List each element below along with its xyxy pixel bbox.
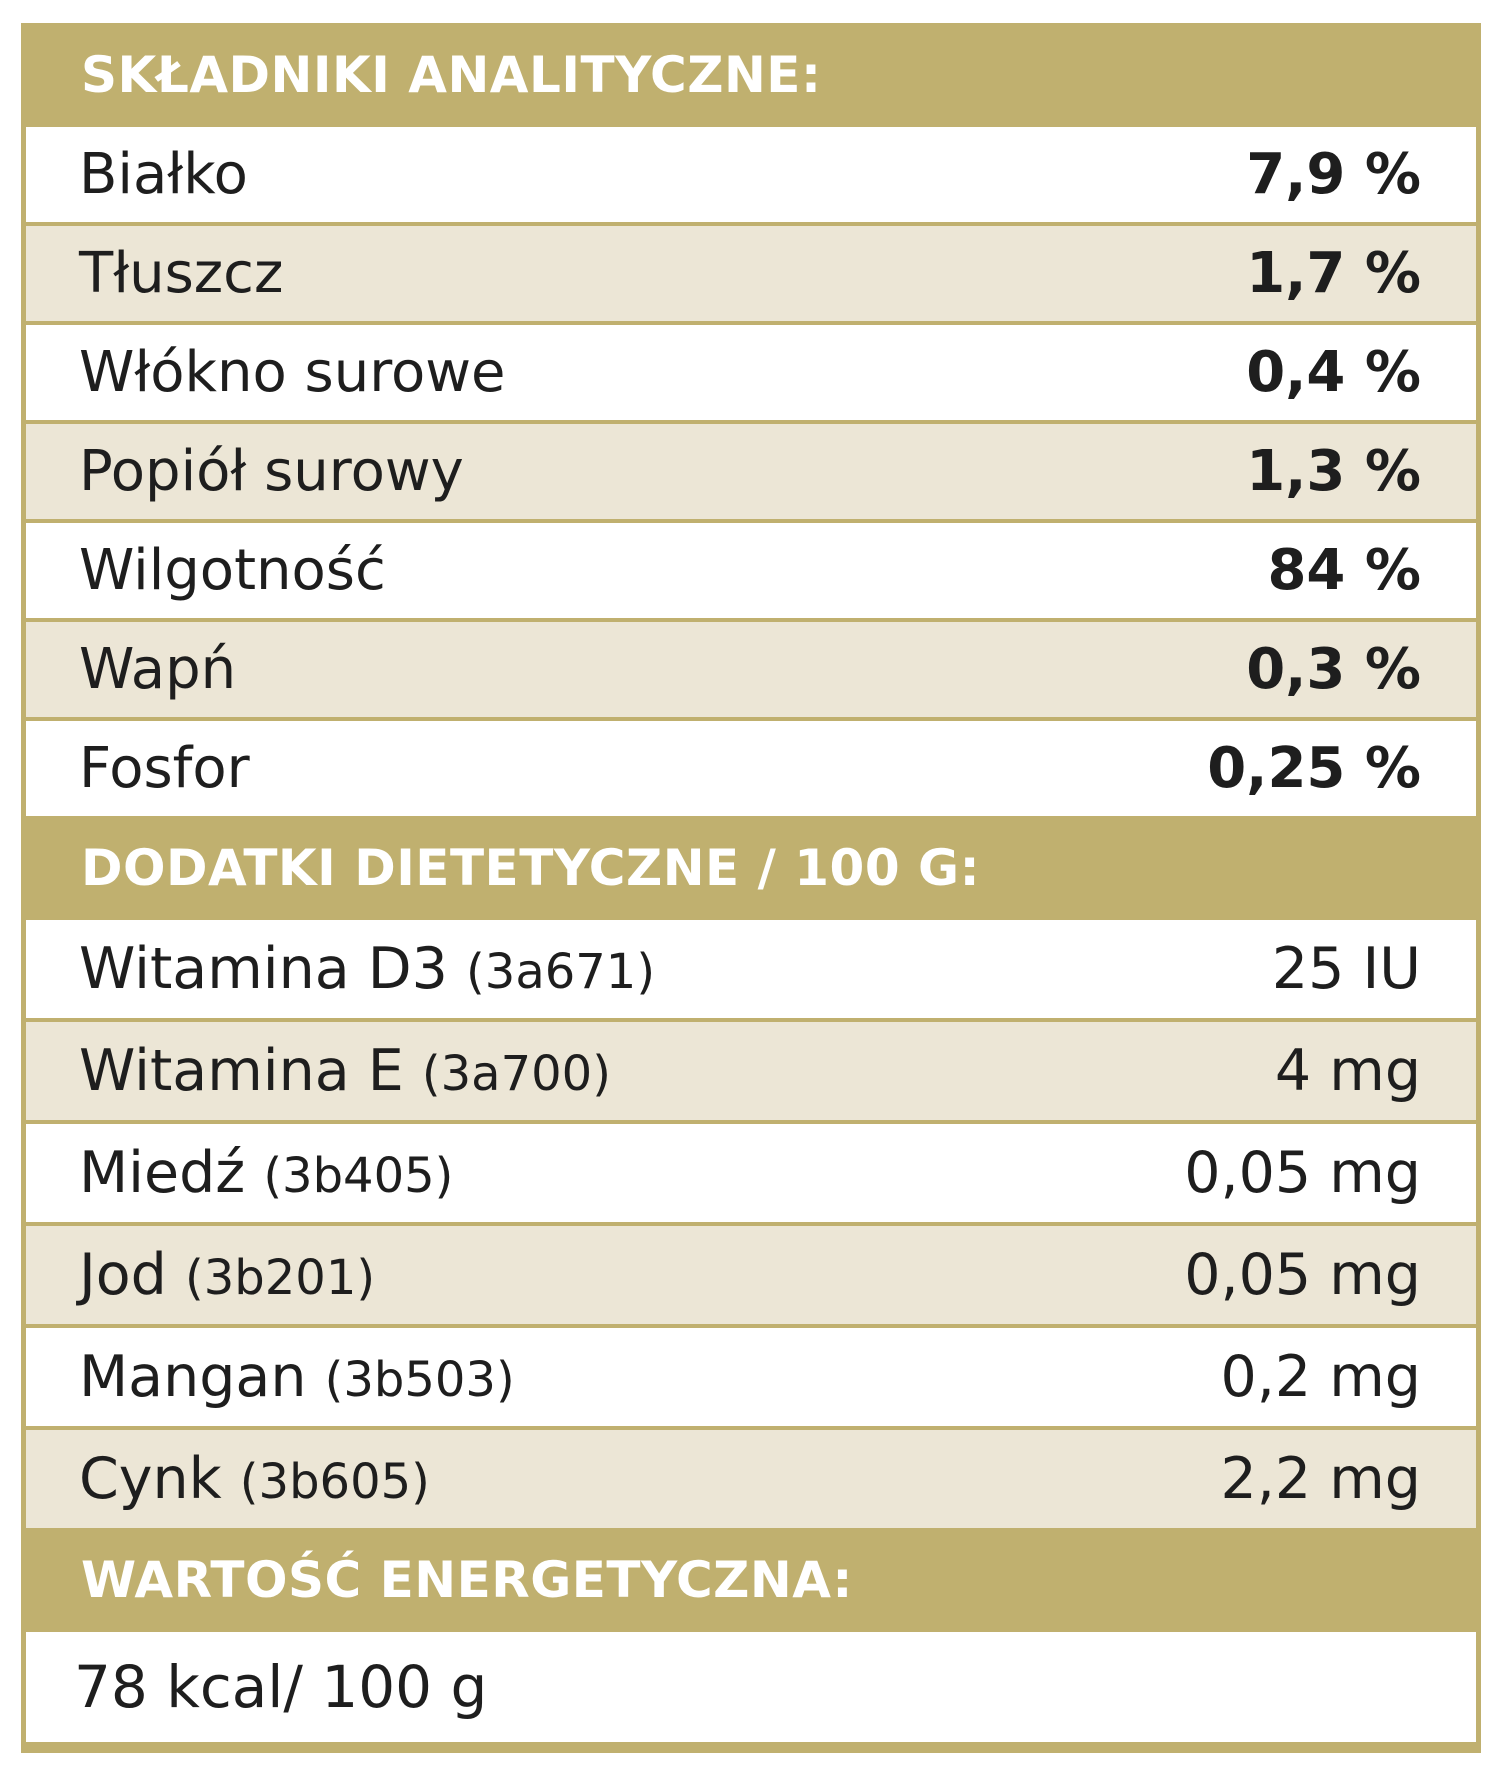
row-value: 0,2 mg (1220, 1344, 1421, 1410)
table-row: Popiół surowy 1,3 % (26, 424, 1476, 519)
additive-code: (3b405) (263, 1148, 454, 1204)
energy-section-title: WARTOŚĆ ENERGETYCZNA: (81, 1551, 853, 1609)
row-value: 0,4 % (1246, 340, 1421, 405)
analytical-rows: Białko 7,9 % Tłuszcz 1,7 % Włókno surowe… (26, 127, 1476, 816)
row-value: 7,9 % (1246, 142, 1421, 207)
row-label: Mangan (3b503) (79, 1344, 515, 1410)
row-label: Miedź (3b405) (79, 1140, 453, 1206)
table-row: Cynk (3b605) 2,2 mg (26, 1430, 1476, 1528)
row-value: 0,05 mg (1184, 1140, 1421, 1206)
table-row: Włókno surowe 0,4 % (26, 325, 1476, 420)
row-label: Wilgotność (79, 538, 386, 603)
row-value: 0,05 mg (1184, 1242, 1421, 1308)
row-value: 4 mg (1274, 1038, 1421, 1104)
row-label: Białko (79, 142, 248, 207)
additives-section-title: DODATKI DIETETYCZNE / 100 G: (81, 839, 981, 897)
row-label: Tłuszcz (79, 241, 284, 306)
row-label: Fosfor (79, 736, 250, 801)
table-row: Wapń 0,3 % (26, 622, 1476, 717)
row-label: Jod (3b201) (79, 1242, 375, 1308)
additive-code: (3b605) (239, 1454, 430, 1510)
row-value: 84 % (1267, 538, 1421, 603)
row-value: 25 IU (1271, 936, 1421, 1002)
additive-name: Cynk (79, 1446, 222, 1512)
additive-code: (3a700) (421, 1046, 611, 1102)
table-row: Fosfor 0,25 % (26, 721, 1476, 816)
row-value: 0,25 % (1207, 736, 1421, 801)
additive-name: Jod (79, 1242, 167, 1308)
additive-name: Witamina E (79, 1038, 404, 1104)
additive-code: (3a671) (466, 944, 656, 1000)
analytical-section-title: SKŁADNIKI ANALITYCZNE: (81, 46, 822, 104)
table-row: Miedź (3b405) 0,05 mg (26, 1124, 1476, 1222)
additive-name: Mangan (79, 1344, 307, 1410)
row-label: Witamina D3 (3a671) (79, 936, 655, 1002)
table-row: Tłuszcz 1,7 % (26, 226, 1476, 321)
row-value: 1,3 % (1246, 439, 1421, 504)
row-label: Popiół surowy (79, 439, 464, 504)
additive-code: (3b201) (185, 1250, 376, 1306)
table-row: Witamina E (3a700) 4 mg (26, 1022, 1476, 1120)
row-value: 0,3 % (1246, 637, 1421, 702)
additive-name: Witamina D3 (79, 936, 448, 1002)
row-label: Włókno surowe (79, 340, 506, 405)
nutrition-table: SKŁADNIKI ANALITYCZNE: Białko 7,9 % Tłus… (21, 23, 1481, 1753)
table-row: Jod (3b201) 0,05 mg (26, 1226, 1476, 1324)
row-value: 1,7 % (1246, 241, 1421, 306)
row-label: Witamina E (3a700) (79, 1038, 611, 1104)
row-label: Wapń (79, 637, 237, 702)
additives-rows: Witamina D3 (3a671) 25 IU Witamina E (3a… (26, 920, 1476, 1528)
table-row: Białko 7,9 % (26, 127, 1476, 222)
row-label: Cynk (3b605) (79, 1446, 430, 1512)
table-row: Mangan (3b503) 0,2 mg (26, 1328, 1476, 1426)
table-row: Wilgotność 84 % (26, 523, 1476, 618)
additive-name: Miedź (79, 1140, 246, 1206)
additive-code: (3b503) (324, 1352, 515, 1408)
table-row: Witamina D3 (3a671) 25 IU (26, 920, 1476, 1018)
energy-value: 78 kcal/ 100 g (26, 1632, 1476, 1742)
row-value: 2,2 mg (1220, 1446, 1421, 1512)
